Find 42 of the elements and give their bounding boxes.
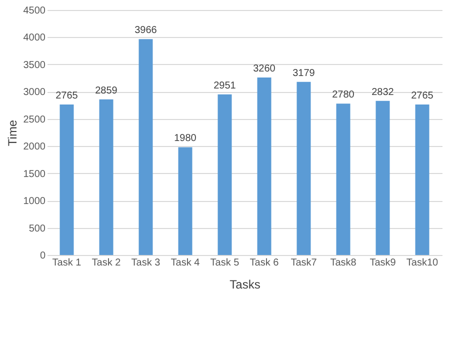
- bar: [257, 78, 272, 255]
- x-tick-label: Task 6: [250, 258, 280, 268]
- bar: [99, 99, 114, 255]
- data-label: 2780: [332, 90, 355, 101]
- data-label: 1980: [174, 133, 197, 144]
- x-tick-label: Task 4: [170, 258, 200, 268]
- bar: [415, 104, 430, 255]
- y-tick-label: 2000: [23, 142, 46, 153]
- bar: [296, 82, 311, 255]
- y-tick-label: 4500: [23, 6, 46, 16]
- data-label: 2951: [214, 80, 236, 92]
- y-tick-label: 0: [40, 250, 46, 262]
- data-label: 2765: [56, 90, 78, 102]
- bar: [336, 104, 350, 255]
- data-label: 3260: [253, 64, 276, 75]
- bar: [178, 147, 192, 255]
- y-tick-label: 500: [28, 223, 46, 234]
- bar: [138, 39, 153, 255]
- y-axis-title: Time: [5, 120, 20, 146]
- x-tick-label: Task8: [330, 258, 357, 268]
- data-label: 2859: [95, 85, 118, 96]
- x-tick-label: Task 3: [131, 258, 161, 268]
- x-axis-title: Tasks: [230, 278, 260, 292]
- data-label: 3966: [134, 25, 158, 36]
- x-tick-label: Task9: [370, 258, 396, 268]
- y-tick-label: 2500: [23, 114, 46, 126]
- x-tick-label: Task 2: [92, 258, 122, 268]
- data-label: 3179: [292, 68, 316, 79]
- x-tick-label: Task 1: [52, 258, 82, 268]
- y-tick-label: 3500: [23, 60, 46, 71]
- x-tick-label: Task 5: [210, 258, 240, 268]
- y-tick-label: 1500: [23, 168, 46, 180]
- bar: [218, 94, 232, 255]
- data-label: 2765: [411, 90, 434, 102]
- y-tick-label: 4000: [23, 32, 46, 44]
- x-tick-label: Task10: [406, 258, 439, 268]
- y-tick-label: 3000: [23, 87, 46, 98]
- x-tick-label: Task7: [290, 258, 318, 268]
- y-tick-label: 1000: [23, 196, 46, 208]
- bar: [60, 104, 74, 255]
- bar: [376, 100, 390, 255]
- data-label: 2832: [372, 86, 394, 98]
